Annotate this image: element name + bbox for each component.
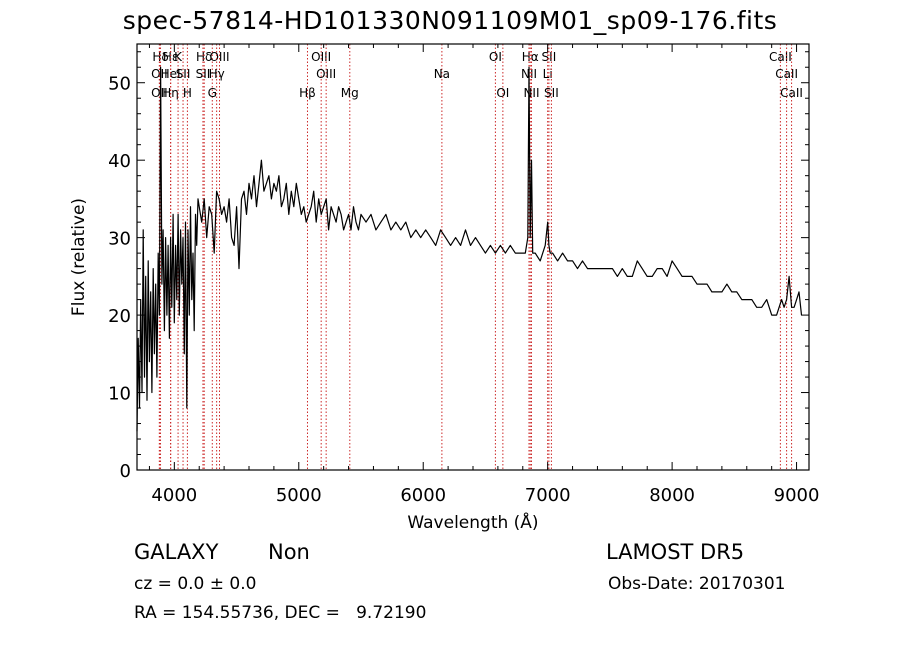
axis-labels: 4000 5000 6000 7000 8000 9000 0 10 20 30 40 50 Wavel… <box>69 74 819 533</box>
line-marker-label: CaII <box>775 67 798 81</box>
chart-title: spec-57814-HD101330N091109M01_sp09-176.f… <box>122 6 778 35</box>
line-marker-label: OI <box>496 86 509 100</box>
line-marker-label: Hγ <box>209 67 225 81</box>
survey-name: LAMOST DR5 <box>606 540 745 564</box>
ra-dec: RA = 154.55736, DEC = 9.72190 <box>134 603 427 623</box>
line-marker-label: Hη <box>162 86 179 100</box>
line-marker-label: SII <box>196 67 211 81</box>
y-axis-label: Flux (relative) <box>69 198 89 316</box>
line-marker-label: Mg <box>341 86 359 100</box>
line-marker-label: H <box>183 86 192 100</box>
line-marker-label: OIII <box>209 50 229 64</box>
y-tick-label: 50 <box>108 74 131 95</box>
object-class: GALAXY <box>134 540 219 564</box>
line-marker-label: Hε <box>163 50 179 64</box>
line-marker-label: SII <box>544 86 559 100</box>
line-marker-label: HeI <box>161 67 181 81</box>
line-marker-label: CaII <box>780 86 803 100</box>
y-tick-label: 0 <box>120 461 131 482</box>
y-tick-label: 30 <box>108 229 131 250</box>
line-marker-label: K <box>174 50 183 64</box>
object-subclass: Non <box>268 540 310 564</box>
line-marker-label: OIII <box>311 50 331 64</box>
line-marker-label: Hβ <box>299 86 316 100</box>
y-tick-label: 40 <box>108 151 131 172</box>
line-marker-label: CaII <box>769 50 792 64</box>
line-marker-label: Hα <box>522 50 539 64</box>
axes <box>136 43 810 471</box>
obs-date: Obs-Date: 20170301 <box>608 574 786 594</box>
plot-frame <box>136 43 810 471</box>
line-marker-label: Li <box>543 67 553 81</box>
x-tick-label: 5000 <box>276 485 322 506</box>
x-tick-label: 6000 <box>400 485 446 506</box>
x-tick-label: 9000 <box>774 485 820 506</box>
x-tick-label: 4000 <box>151 485 197 506</box>
line-marker-label: Hδ <box>152 50 168 64</box>
line-marker-label: OII <box>151 86 168 100</box>
line-marker-label: OIII <box>316 67 336 81</box>
x-tick-label: 7000 <box>525 485 571 506</box>
line-marker-label: Hδ <box>196 50 212 64</box>
line-marker-label: OII <box>151 67 168 81</box>
redshift-cz: cz = 0.0 ± 0.0 <box>134 574 257 594</box>
x-tick-label: 8000 <box>649 485 695 506</box>
series-layer <box>136 66 803 432</box>
line-marker-label: NII <box>523 86 539 100</box>
line-marker-label: SII <box>542 50 557 64</box>
line-marker-label: Na <box>434 67 450 81</box>
x-axis-label: Wavelength (Å) <box>407 511 538 533</box>
spectrum-series-line <box>136 66 803 432</box>
line-markers: HδOIIOIIHεHeIHηKSIIHHδSIIGOIIIHγHβOIIIOI… <box>151 44 803 470</box>
line-marker-label: G <box>208 86 217 100</box>
y-tick-label: 20 <box>108 306 131 327</box>
line-marker-label: SII <box>176 67 191 81</box>
line-marker-label: OI <box>489 50 502 64</box>
y-tick-label: 10 <box>108 384 131 405</box>
